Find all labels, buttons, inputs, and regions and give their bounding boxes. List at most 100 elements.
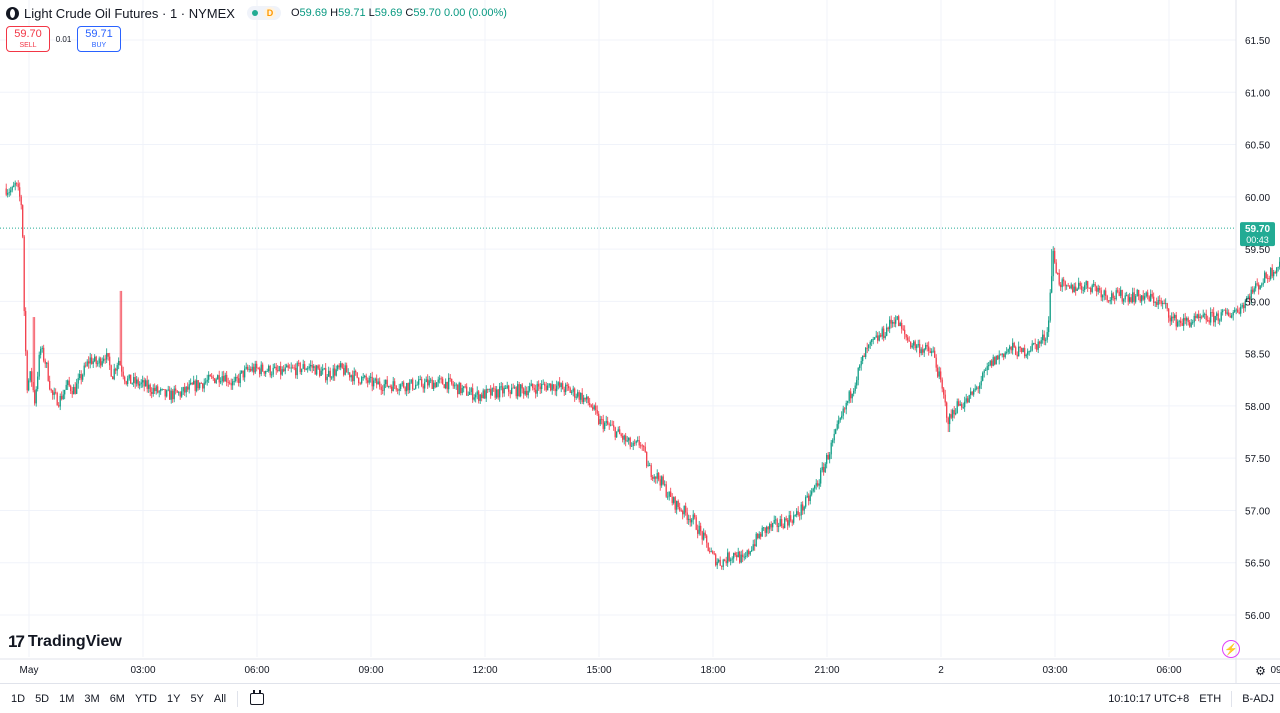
candle-body [866,347,868,349]
price-tick-label: 56.50 [1245,559,1270,570]
candle-body [152,387,154,394]
candle-body [794,515,796,516]
candle-body [703,532,705,540]
candle-body [386,379,388,387]
candle-body [1109,300,1111,302]
candle-body [1265,272,1267,279]
candle-body [959,404,961,406]
candle-body [659,479,661,486]
gear-icon[interactable]: ⚙ [1255,663,1266,678]
time-axis[interactable]: May 03:00 06:00 09:00 12:00 15:00 18:00 21:00 2 0… [20,665,1280,676]
candle-body [413,388,415,390]
candle-body [116,365,118,371]
candle-body [496,389,498,398]
tradingview-logo[interactable]: 17 TradingView [8,632,122,652]
candle-body [575,396,577,398]
range-1y[interactable]: 1Y [166,692,181,705]
high-label: H [330,7,339,19]
candle-body [1037,341,1039,350]
sell-button[interactable]: 59.70 SELL [6,26,50,52]
range-5y[interactable]: 5Y [190,692,204,705]
session-toggle[interactable]: ETH [1199,693,1222,705]
candle-body [176,390,178,393]
candle-body [26,351,28,391]
candle-body [1258,284,1260,290]
candle-body [538,383,540,387]
clock-time[interactable]: 10:10:17 UTC+8 [1108,693,1190,705]
range-1d[interactable]: 1D [11,692,26,705]
candle-body [1171,316,1173,322]
range-ytd[interactable]: YTD [134,692,157,705]
candle-body [275,366,277,371]
candle-body [467,394,469,396]
symbol-title[interactable]: Light Crude Oil Futures · 1 · NYMEX [24,5,235,21]
candle-body [329,370,331,378]
candle-body [1186,318,1188,321]
candle-body [373,380,375,387]
candle-body [547,385,549,391]
candle-body [1117,290,1119,292]
candle-body [1009,346,1011,350]
adjustment-toggle[interactable]: B-ADJ [1242,693,1274,705]
candle-body [233,380,235,382]
candle-body [244,368,246,378]
candle-body [20,196,22,206]
candle-body [884,335,886,338]
candle-body [289,367,291,369]
candle-body [92,361,94,364]
candle-body [539,386,541,390]
candle-body [505,388,507,389]
candle-body [55,392,57,394]
range-6m[interactable]: 6M [109,692,125,705]
range-5d[interactable]: 5D [35,692,50,705]
calendar-range-icon[interactable] [250,689,265,705]
candle-body [485,389,487,399]
candle-body [1243,305,1245,309]
candle-body [773,519,775,524]
candle-body [1022,348,1024,353]
candle-body [596,409,598,414]
candle-body [536,383,538,394]
candle-body [592,407,594,410]
candle-body [785,518,787,521]
candle-body [992,357,994,366]
last-price-label: 59.70 [1245,224,1270,235]
candle-body [740,554,742,563]
market-status[interactable]: D [246,6,281,20]
candle-body [209,374,211,377]
range-3m[interactable]: 3M [84,692,100,705]
price-axis[interactable]: 56.00 56.50 57.00 57.50 58.00 58.50 59.00 59.50… [1245,36,1270,622]
candle-body [1057,272,1059,274]
candle-body [1172,316,1174,319]
lightning-icon[interactable]: ⚡ [1222,640,1240,658]
candle-body [1046,332,1048,340]
candle-body [704,532,706,536]
candle-body [520,384,522,397]
candle-body [5,188,7,195]
candle-body [848,391,850,402]
candle-body [694,514,696,518]
range-1m[interactable]: 1M [59,692,75,705]
candle-body [886,327,888,336]
candle-body [1238,312,1240,314]
candle-body [1052,250,1054,277]
candle-body [161,389,163,390]
candle-body [584,397,586,400]
buy-button[interactable]: 59.71 BUY [77,26,121,52]
candle-body [1058,272,1060,285]
range-all[interactable]: All [213,692,227,705]
candle-body [748,550,750,555]
candle-body [410,379,412,383]
candle-body [892,322,894,324]
candle-body [307,368,309,370]
candle-body [478,391,480,401]
candle-body [194,380,196,391]
candle-body [1237,309,1239,313]
candle-body [142,380,144,383]
candle-body [1127,295,1129,302]
candle-body [614,427,616,438]
candle-body [737,551,739,558]
candle-body [622,436,624,440]
candle-body [1277,266,1279,268]
